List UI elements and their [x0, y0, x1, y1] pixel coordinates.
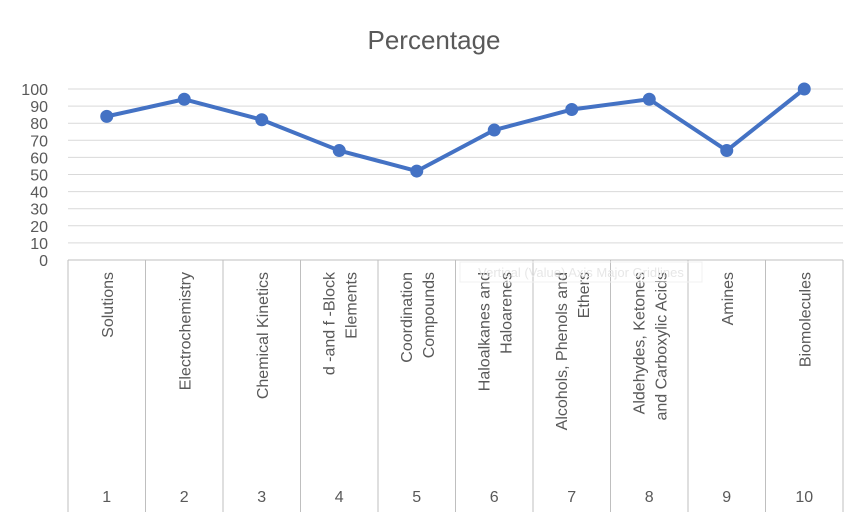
- category-label-line: Compounds: [421, 272, 438, 358]
- category-label: Coordination Compounds: [399, 272, 438, 363]
- category-label-line: Elements: [343, 272, 360, 339]
- category-number: 3: [257, 489, 266, 506]
- chart-title: Percentage: [368, 25, 501, 55]
- category-number: 9: [722, 489, 731, 506]
- category-number: 7: [567, 489, 576, 506]
- ghost-tooltip: Vertical (Value) Axis Major Gridlines: [459, 261, 703, 283]
- category-number: 2: [180, 489, 189, 506]
- category-label-line: Amines: [720, 272, 737, 325]
- category-label: Amines: [720, 272, 737, 325]
- y-tick-label: 80: [30, 116, 48, 133]
- gridlines: [68, 88, 843, 244]
- data-point: [797, 82, 811, 96]
- data-point: [410, 164, 424, 178]
- y-tick-label: 0: [39, 253, 48, 270]
- category-label: Haloalkanes and Haloarenes: [476, 272, 515, 391]
- data-point: [565, 103, 579, 117]
- y-tick-label: 30: [30, 202, 48, 219]
- category-label-line: Alcohols, Phenols and: [554, 272, 571, 430]
- category-label-line: Electrochemistry: [177, 272, 194, 390]
- ghost-label: Vertical (Value) Axis Major Gridlines: [478, 265, 684, 280]
- category-label: Electrochemistry: [177, 272, 194, 390]
- data-point: [100, 109, 114, 123]
- data-point: [177, 92, 191, 106]
- category-number: 10: [795, 489, 813, 506]
- y-tick-label: 10: [30, 236, 48, 253]
- category-label-line: Coordination: [399, 272, 416, 363]
- ghost-box: [459, 261, 703, 283]
- y-tick-label: 90: [30, 99, 48, 116]
- series-layer: [100, 82, 811, 178]
- category-label-line: Aldehydes, Ketones: [631, 272, 648, 414]
- category-label-line: Biomolecules: [797, 272, 814, 367]
- category-label-line: Haloalkanes and: [476, 272, 493, 391]
- y-tick-label: 20: [30, 219, 48, 236]
- category-number: 8: [645, 489, 654, 506]
- category-number: 1: [102, 489, 111, 506]
- y-tick-label: 40: [30, 185, 48, 202]
- category-label: Solutions: [100, 272, 117, 338]
- data-point: [642, 92, 656, 106]
- category-label-line: and Carboxylic Acids: [653, 272, 670, 421]
- category-label-line: Ethers: [576, 272, 593, 318]
- y-tick-label: 100: [21, 82, 48, 99]
- category-label-line: Solutions: [100, 272, 117, 338]
- category-label: d -and f -Block Elements: [321, 271, 360, 375]
- category-label: Aldehydes, Ketones and Carboxylic Acids: [631, 272, 670, 421]
- category-label: Biomolecules: [797, 272, 814, 367]
- category-number: 4: [335, 489, 344, 506]
- category-axis: Solutions 1 Electrochemistry 2 Chemical Kine…: [67, 259, 844, 512]
- y-tick-label: 70: [30, 133, 48, 150]
- data-point: [255, 113, 269, 127]
- data-point: [332, 144, 346, 158]
- series-line: [104, 87, 807, 174]
- category-label: Chemical Kinetics: [255, 272, 272, 399]
- category-number: 6: [490, 489, 499, 506]
- category-label-line: d -and f -Block: [321, 271, 338, 375]
- category-label-line: Chemical Kinetics: [255, 272, 272, 399]
- category-label-line: Haloarenes: [498, 272, 515, 354]
- data-point: [720, 144, 734, 158]
- data-point: [487, 123, 501, 137]
- category-label: Alcohols, Phenols and Ethers: [554, 272, 593, 430]
- y-tick-label: 60: [30, 150, 48, 167]
- category-number: 5: [412, 489, 421, 506]
- y-tick-label: 50: [30, 168, 48, 185]
